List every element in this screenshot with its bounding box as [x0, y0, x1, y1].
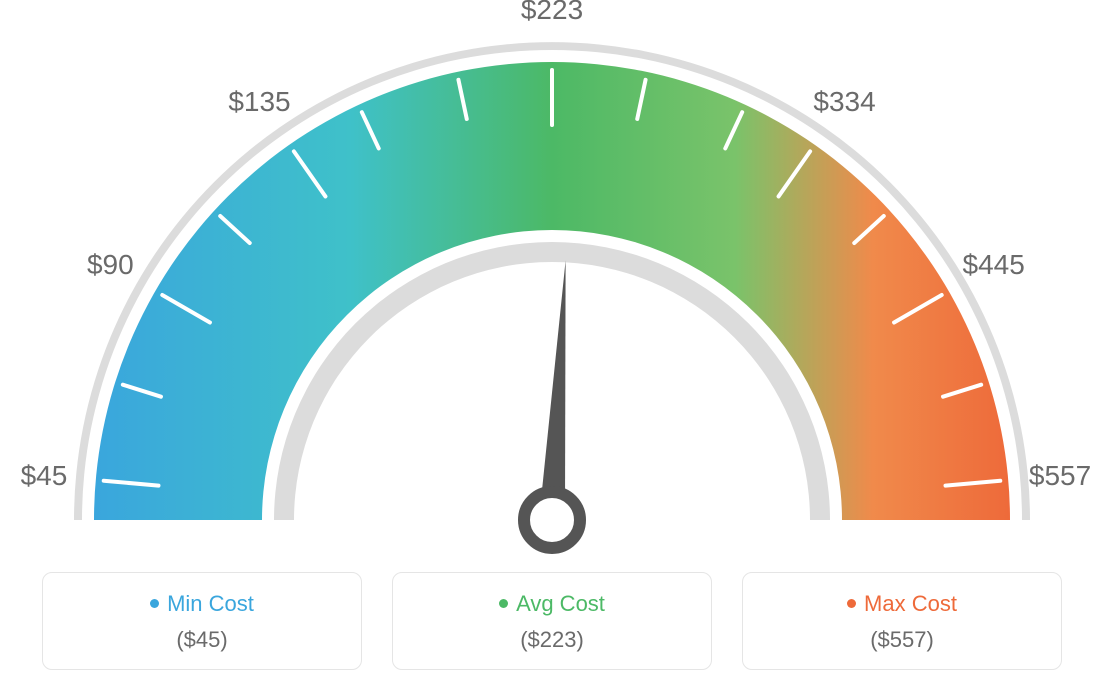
legend-title: Avg Cost [403, 591, 701, 617]
legend-label: Min Cost [167, 591, 254, 616]
legend-card-max: Max Cost ($557) [742, 572, 1062, 670]
gauge-tick-label: $557 [1029, 460, 1091, 492]
legend-label: Avg Cost [516, 591, 605, 616]
legend-row: Min Cost ($45) Avg Cost ($223) Max Cost … [0, 572, 1104, 670]
gauge-svg [0, 0, 1104, 560]
gauge-tick-label: $90 [87, 249, 134, 281]
legend-value: ($557) [753, 627, 1051, 653]
legend-value: ($45) [53, 627, 351, 653]
gauge-tick-label: $334 [813, 86, 875, 118]
legend-dot-avg [499, 599, 508, 608]
legend-card-avg: Avg Cost ($223) [392, 572, 712, 670]
legend-value: ($223) [403, 627, 701, 653]
gauge-tick-label: $223 [521, 0, 583, 26]
legend-label: Max Cost [864, 591, 957, 616]
gauge-chart: $45 $90 $135 $223 $334 $445 $557 [0, 0, 1104, 560]
legend-title: Max Cost [753, 591, 1051, 617]
legend-card-min: Min Cost ($45) [42, 572, 362, 670]
legend-dot-min [150, 599, 159, 608]
gauge-tick-label: $45 [21, 460, 68, 492]
gauge-tick-label: $445 [963, 249, 1025, 281]
legend-dot-max [847, 599, 856, 608]
legend-title: Min Cost [53, 591, 351, 617]
gauge-tick-label: $135 [228, 86, 290, 118]
